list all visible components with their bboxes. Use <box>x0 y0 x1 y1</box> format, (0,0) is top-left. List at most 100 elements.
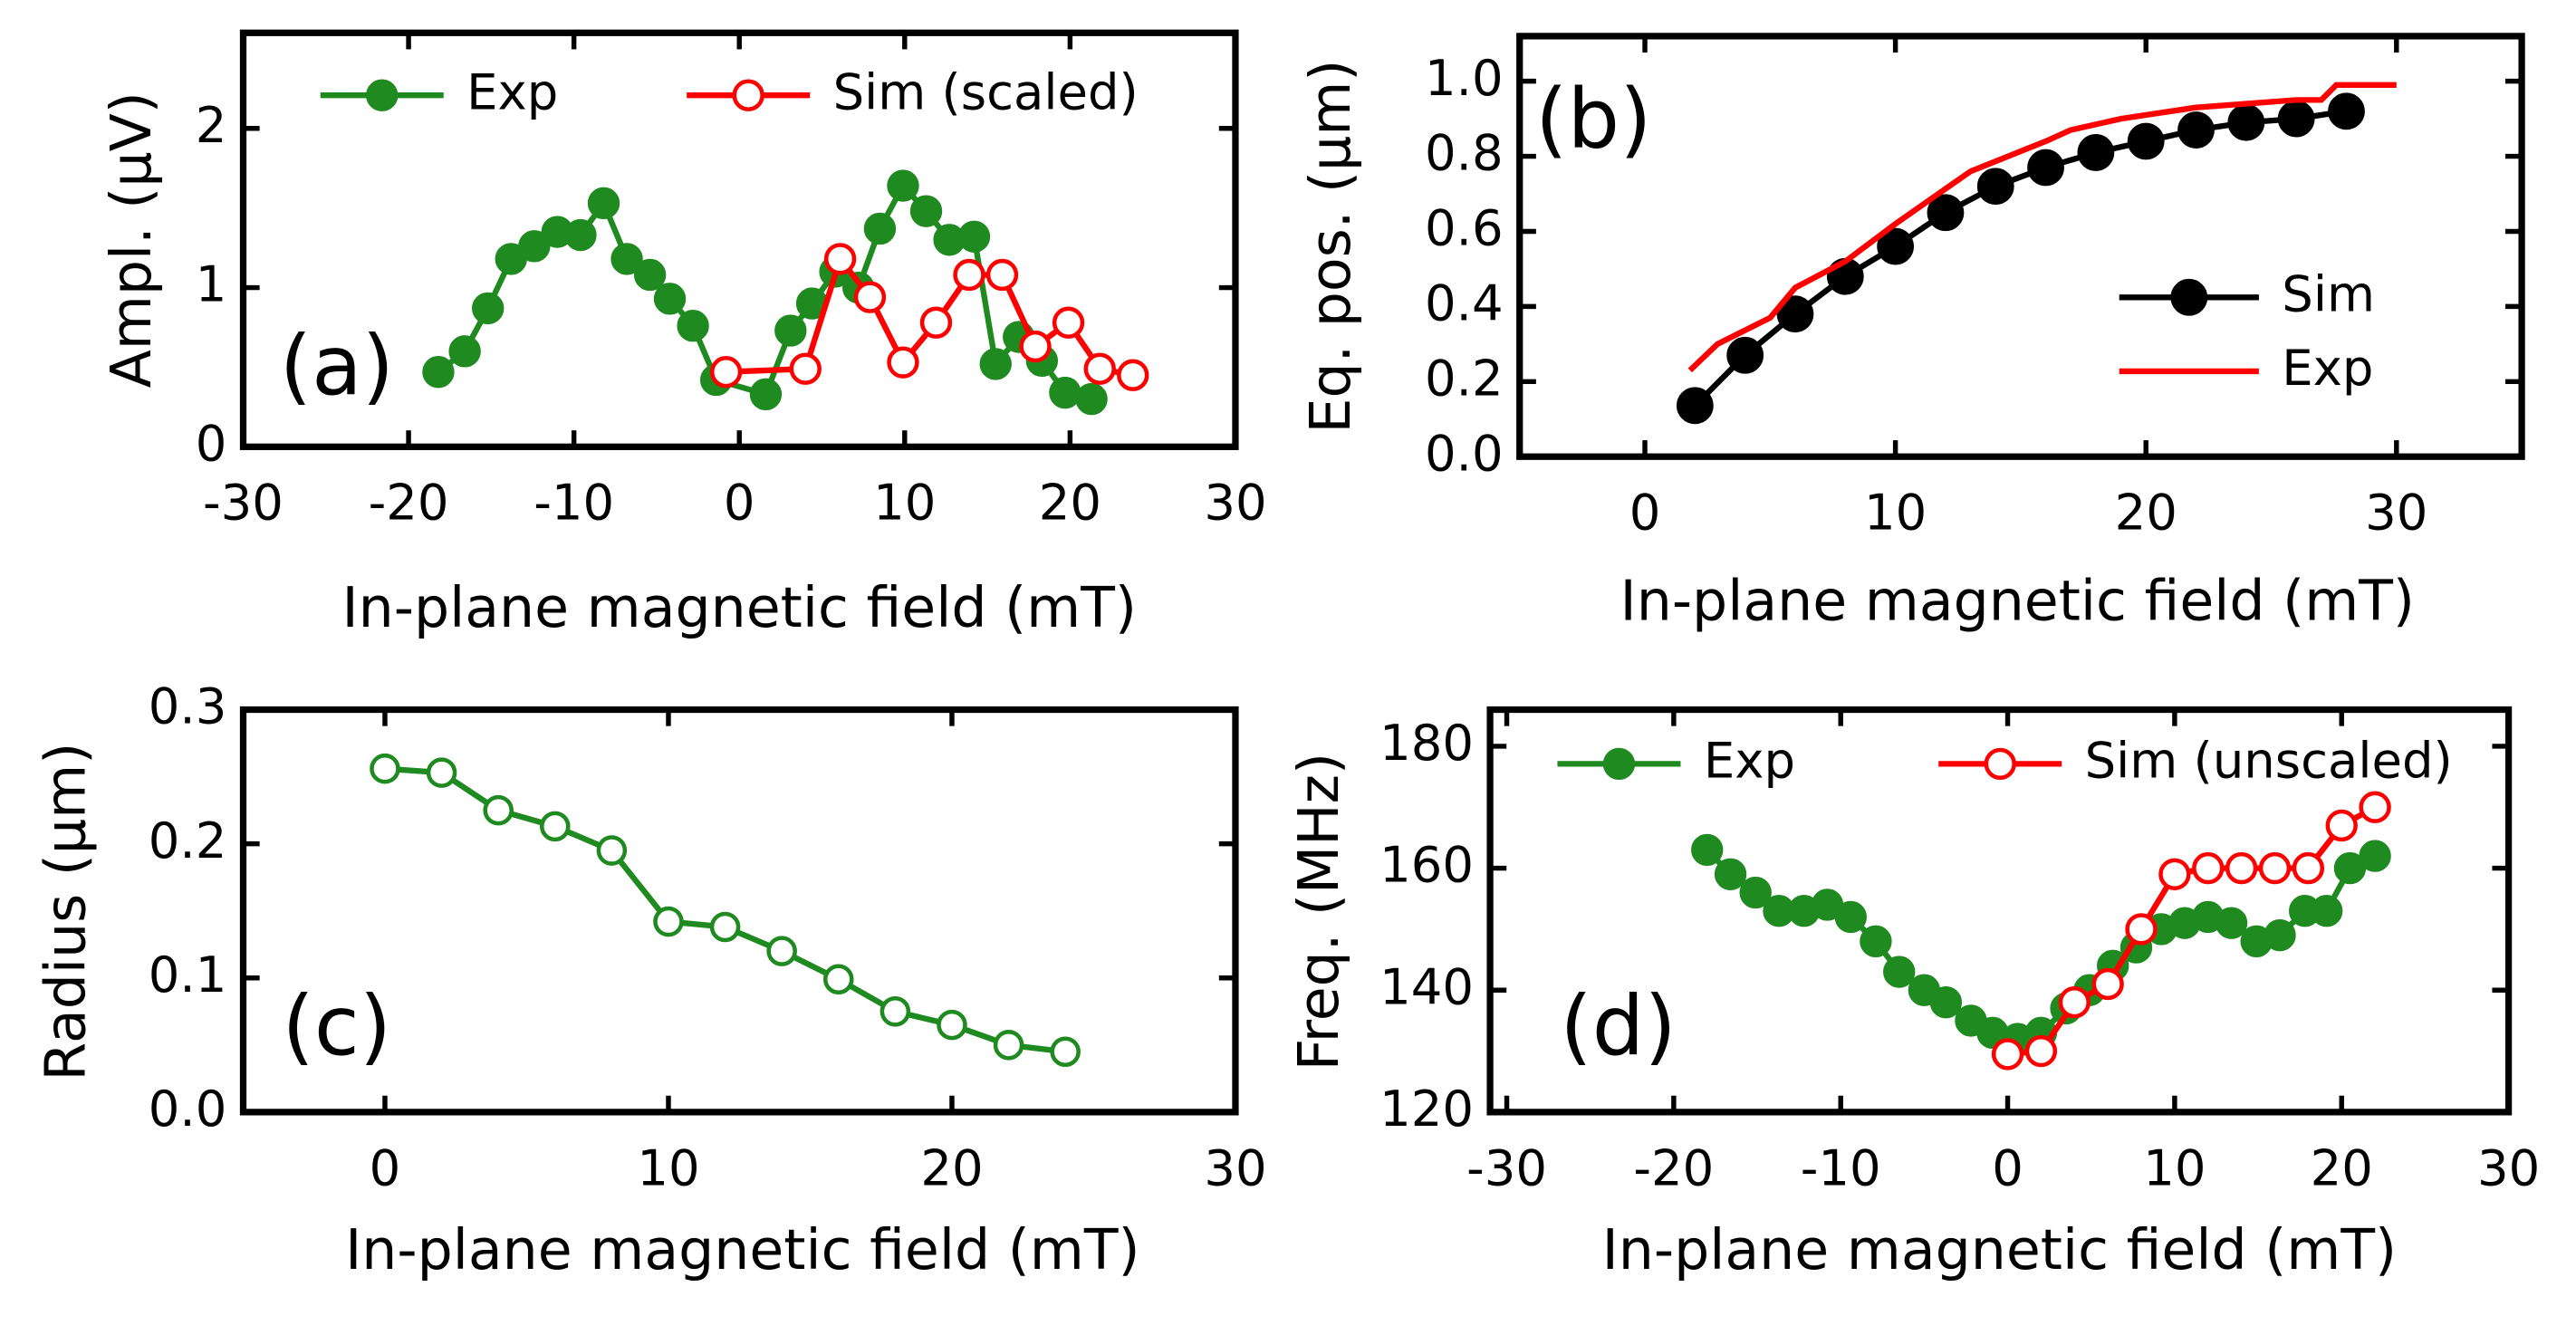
y-tick-label: 0.6 <box>1425 199 1504 257</box>
x-axis-label: In-plane magnetic field (mT) <box>345 1217 1139 1282</box>
x-tick-label: 30 <box>2365 484 2427 542</box>
data-point <box>2227 103 2265 141</box>
series-line <box>1687 82 2397 373</box>
x-axis-label: In-plane magnetic field (mT) <box>1602 1217 2397 1282</box>
x-tick-label: -20 <box>1633 1138 1714 1196</box>
data-point <box>1714 858 1747 890</box>
x-tick-label: 20 <box>2115 484 2177 542</box>
data-point <box>709 911 741 943</box>
data-point <box>1676 387 1714 425</box>
data-point <box>539 811 571 842</box>
y-tick-label: 0.0 <box>1425 424 1504 482</box>
data-point <box>1927 194 1965 232</box>
data-point <box>1991 1038 2024 1071</box>
x-tick-label: -20 <box>369 474 449 532</box>
data-point <box>789 352 822 385</box>
x-axis-label: In-plane magnetic field (mT) <box>342 575 1137 640</box>
y-tick-label: 2 <box>196 96 227 154</box>
y-tick-label: 0.1 <box>149 946 227 1004</box>
data-point <box>2310 895 2343 927</box>
data-point <box>1052 306 1085 339</box>
data-point <box>587 187 620 220</box>
x-tick-label: 30 <box>1204 1138 1266 1196</box>
x-tick-label: 30 <box>2477 1138 2540 1196</box>
data-point <box>1929 986 1963 1019</box>
data-point <box>937 1009 967 1041</box>
data-point <box>422 356 455 389</box>
data-point <box>887 346 919 379</box>
legend-label: Exp <box>466 62 558 120</box>
panel: 0 10 20 30 0.0 0.1 0.2 0.3 (c) In-plane magnetic … <box>33 677 1266 1282</box>
y-axis-label: Radius (μm) <box>33 743 98 1081</box>
y-tick-label: 0.4 <box>1425 274 1504 332</box>
data-point <box>1776 295 1814 333</box>
x-tick-label: 0 <box>1629 484 1661 542</box>
data-point <box>653 283 687 315</box>
legend-label: Sim (scaled) <box>833 62 1139 120</box>
data-point <box>822 964 854 995</box>
data-point <box>2192 851 2225 885</box>
data-point <box>2325 809 2358 842</box>
panel-label: (d) <box>1560 979 1676 1074</box>
panel-label: (b) <box>1535 72 1651 168</box>
data-point <box>472 292 505 325</box>
plot-frame <box>239 29 1239 450</box>
data-point <box>2328 92 2365 130</box>
data-point <box>2127 122 2165 160</box>
legend-label: Exp <box>2282 339 2373 397</box>
legend-marker <box>2170 278 2208 316</box>
x-tick-label: 10 <box>1864 484 1927 542</box>
data-point <box>774 314 807 347</box>
data-point <box>2158 858 2191 890</box>
data-point <box>766 936 797 966</box>
data-point <box>2215 907 2248 939</box>
data-point <box>2333 851 2367 885</box>
data-point <box>653 906 684 937</box>
x-tick-label: 10 <box>2143 1138 2206 1196</box>
x-tick-label: 30 <box>1204 474 1266 532</box>
y-tick-label: 180 <box>1379 714 1474 772</box>
x-tick-label: -10 <box>533 474 614 532</box>
y-tick-label: 0 <box>196 414 227 472</box>
y-tick-label: 0.8 <box>1425 124 1504 182</box>
data-point <box>596 835 628 866</box>
x-tick-label: 20 <box>920 1138 983 1196</box>
data-point <box>2027 149 2064 187</box>
data-point <box>426 757 457 788</box>
x-tick-label: 0 <box>1992 1138 2023 1196</box>
legend-marker <box>366 79 399 111</box>
data-point <box>370 753 400 784</box>
x-tick-label: -30 <box>1466 1138 1547 1196</box>
y-tick-label: 0.2 <box>149 812 227 869</box>
x-tick-label: -10 <box>1801 1138 1881 1196</box>
panel-label: (a) <box>280 319 394 414</box>
data-point <box>887 169 919 202</box>
legend-marker <box>1984 747 2016 781</box>
x-axis-label: In-plane magnetic field (mT) <box>1620 569 2415 634</box>
y-axis-label: Eq. pos. (μm) <box>1298 60 1363 434</box>
x-tick-label: 10 <box>873 474 936 532</box>
data-point <box>2091 967 2124 1001</box>
data-point <box>677 310 709 342</box>
x-tick-label: 10 <box>637 1138 699 1196</box>
data-point <box>2125 913 2158 946</box>
data-point <box>853 281 887 313</box>
data-point <box>1019 330 1052 363</box>
data-point <box>909 195 943 227</box>
data-point <box>1117 359 1149 391</box>
y-tick-label: 0.0 <box>149 1080 227 1138</box>
data-point <box>1976 168 2014 206</box>
data-point <box>1834 900 1867 934</box>
data-point <box>863 212 897 245</box>
data-point <box>2225 851 2258 885</box>
y-tick-label: 1.0 <box>1425 49 1504 107</box>
legend-label: Exp <box>1704 731 1795 789</box>
data-point <box>823 243 857 275</box>
legend-label: Sim <box>2282 264 2375 322</box>
data-point <box>1726 336 1764 374</box>
x-tick-label: 20 <box>1039 474 1101 532</box>
data-point <box>564 218 597 252</box>
panel: -30 -20 -10 0 10 20 30 120 140 160 180 Exp Sim (unsc… <box>1286 706 2540 1282</box>
data-point <box>633 258 667 292</box>
